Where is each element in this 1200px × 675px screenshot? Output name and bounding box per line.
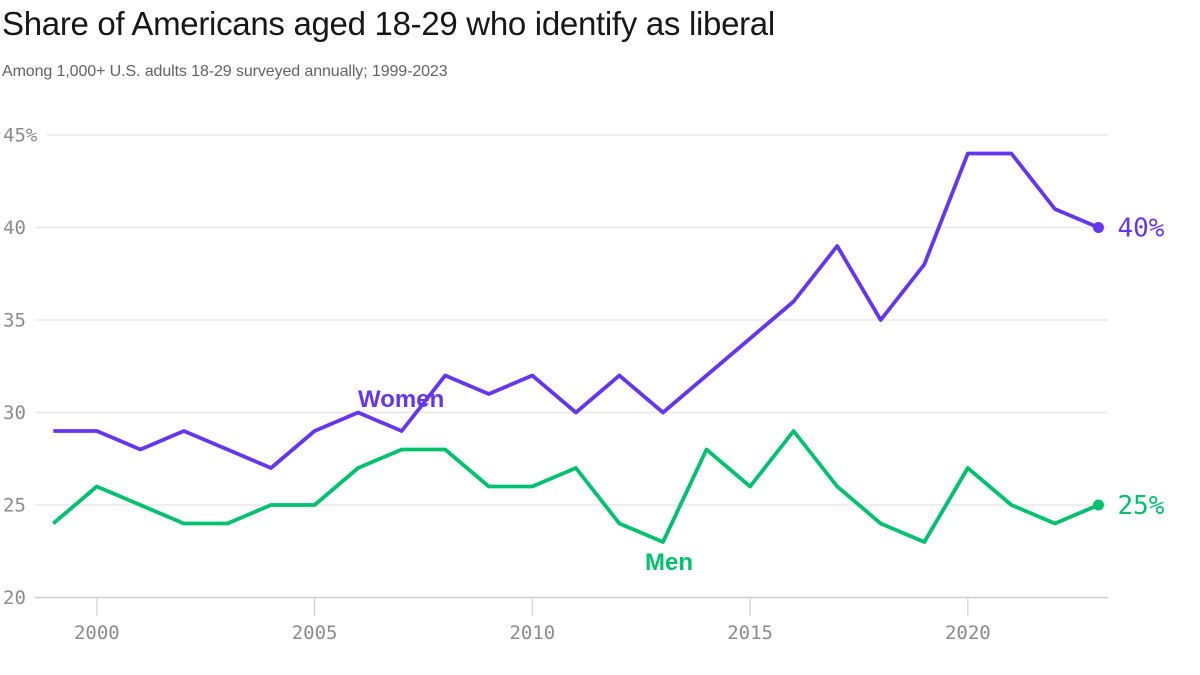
end-dot-men — [1092, 499, 1104, 511]
y-tick-label-20: 20 — [3, 587, 26, 609]
series-line-men — [52, 429, 1100, 544]
series-label-women: Women — [358, 386, 444, 413]
x-tick-label-2015: 2015 — [727, 622, 773, 644]
y-tick-label-40: 40 — [3, 217, 26, 239]
y-tick-label-30: 30 — [3, 402, 26, 424]
x-tick-label-2000: 2000 — [74, 622, 120, 644]
end-value-label-women: 40% — [1117, 214, 1164, 244]
end-value-label-men: 25% — [1117, 491, 1164, 521]
x-tick-label-2010: 2010 — [509, 622, 555, 644]
x-tick-label-2005: 2005 — [292, 622, 338, 644]
chart-title: Share of Americans aged 18-29 who identi… — [2, 5, 775, 42]
x-tick-label-2020: 2020 — [945, 622, 991, 644]
series-line-women — [53, 151, 1100, 470]
y-tick-label-45: 45% — [3, 125, 38, 147]
series-label-men: Men — [645, 549, 693, 576]
end-dot-women — [1092, 222, 1104, 233]
y-tick-label-35: 35 — [3, 310, 26, 332]
chart-subtitle: Among 1,000+ U.S. adults 18-29 surveyed … — [2, 63, 448, 80]
y-tick-label-25: 25 — [3, 495, 26, 517]
